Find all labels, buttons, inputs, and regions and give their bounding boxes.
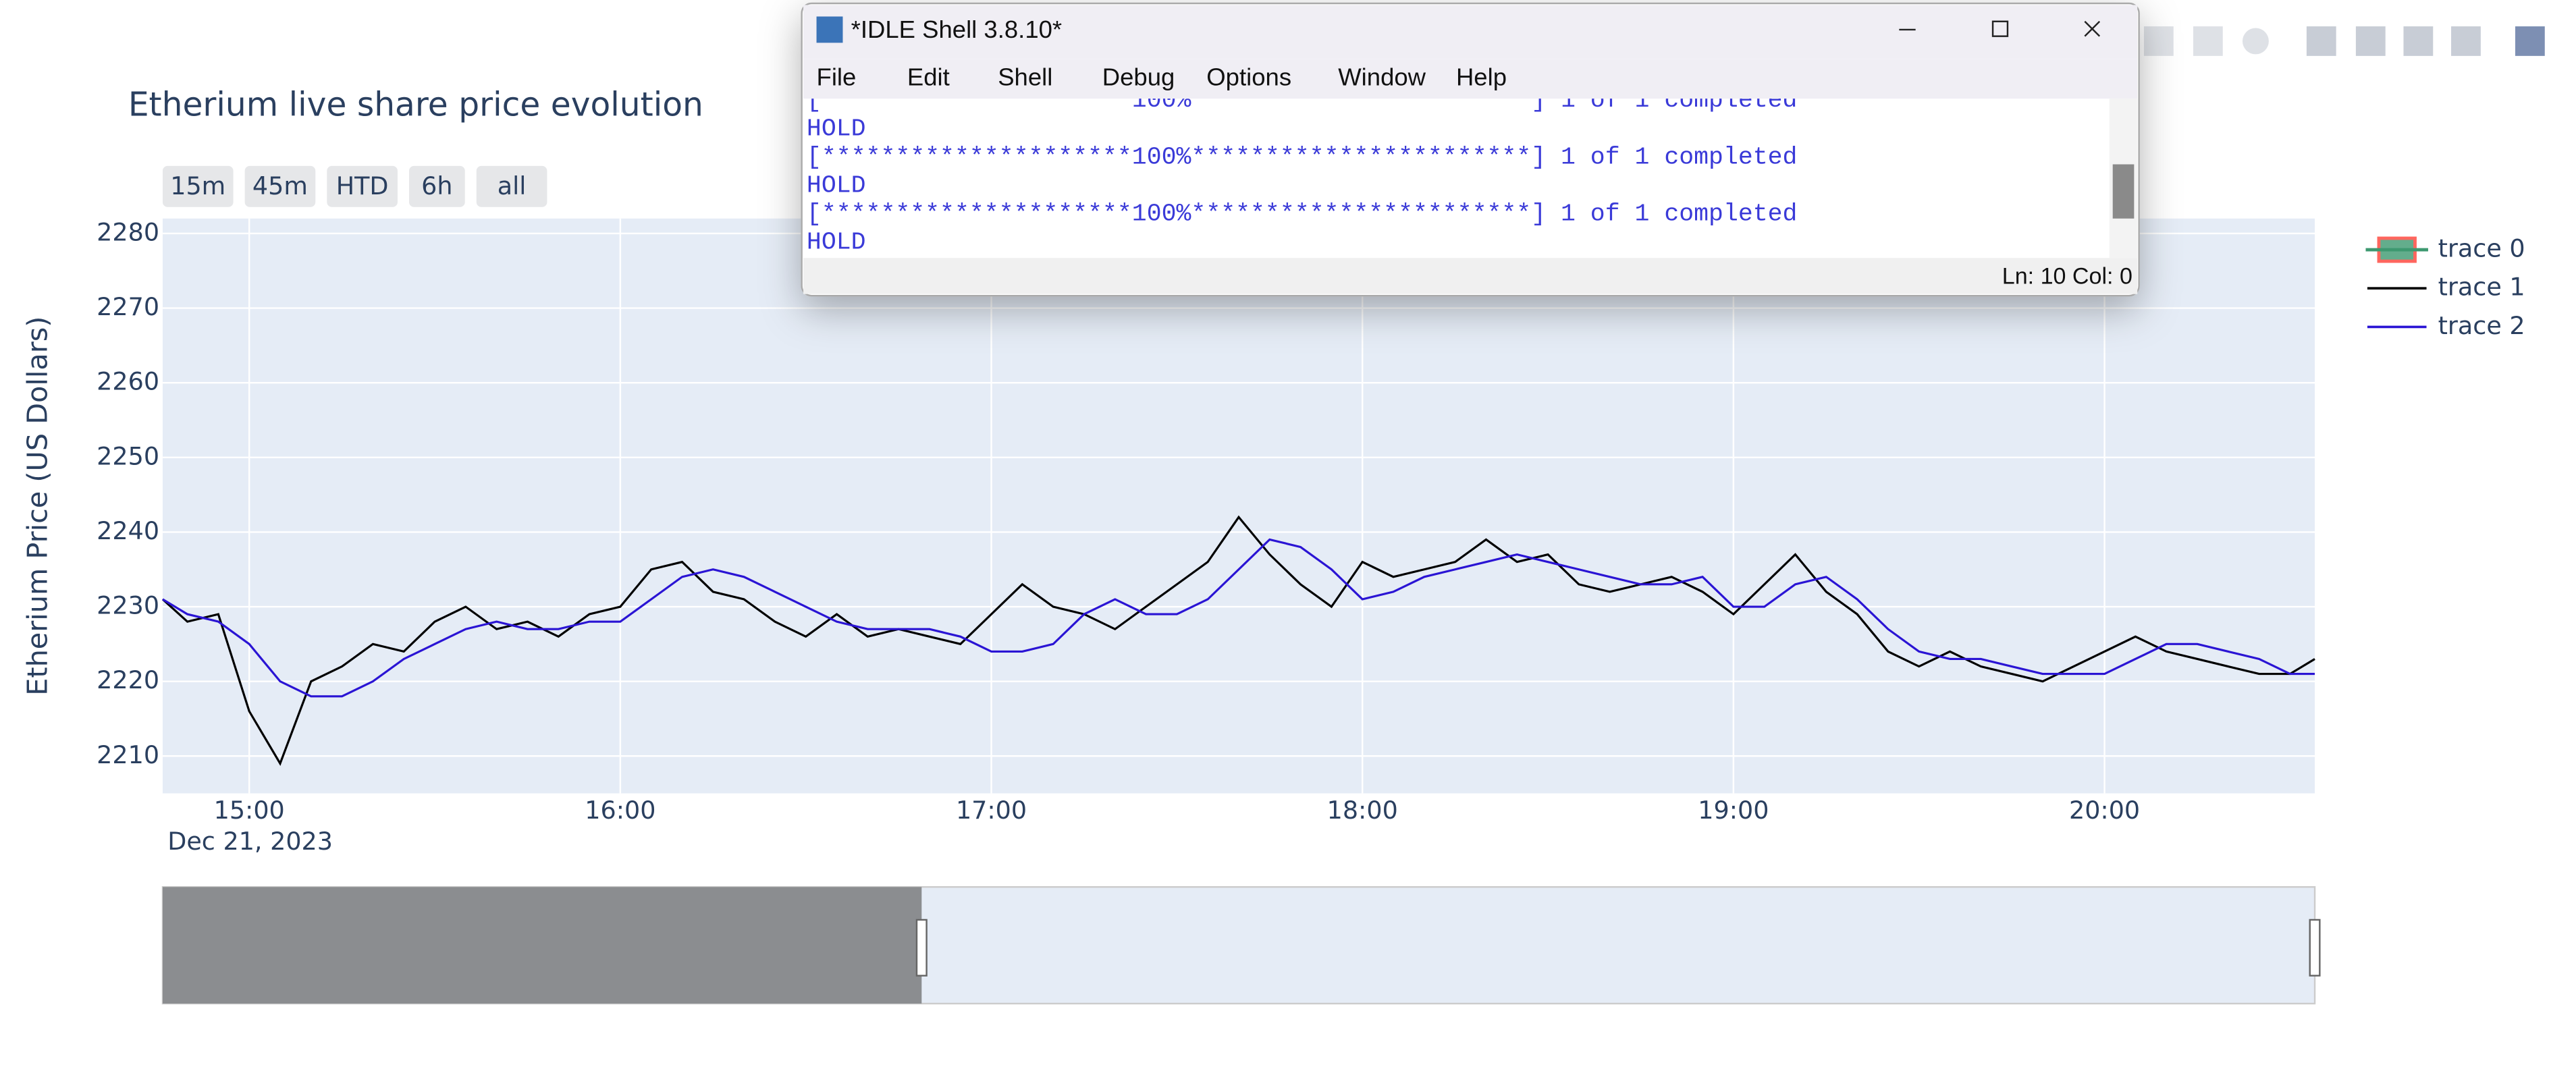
title-bar	[803, 5, 2138, 59]
zoom-out-icon[interactable]	[2355, 26, 2386, 56]
legend-label: trace 0	[2438, 234, 2525, 263]
lasso-icon[interactable]	[2242, 28, 2269, 55]
menu-item[interactable]: Shell	[998, 63, 1052, 91]
y-axis-label: Etherium Price (US Dollars)	[21, 317, 53, 696]
menu-item[interactable]: File	[817, 63, 857, 91]
scroll-thumb[interactable]	[2112, 164, 2135, 219]
shell-line: [*********************100%**************…	[807, 200, 1798, 228]
window-title: *IDLE Shell 3.8.10*	[851, 16, 1062, 43]
shell-line: [*********************100%**************…	[807, 143, 1798, 171]
app-icon	[816, 16, 843, 43]
range-button[interactable]	[244, 165, 316, 207]
x-tick-label: 16:00	[585, 796, 655, 825]
range-button-label: all	[498, 171, 527, 200]
x-tick-label: 15:00	[214, 796, 285, 825]
x-tick-label: 18:00	[1327, 796, 1398, 825]
pan-icon[interactable]	[2143, 26, 2174, 56]
x-tick-label: 17:00	[956, 796, 1027, 825]
range-handle[interactable]	[2309, 918, 2321, 977]
legend-label: trace 1	[2438, 273, 2525, 302]
y-tick-label: 2270	[97, 292, 159, 321]
plotly-logo[interactable]	[2515, 26, 2545, 56]
price-line	[162, 538, 2315, 698]
menu-item[interactable]: Edit	[907, 63, 950, 91]
close-button[interactable]	[2084, 20, 2101, 37]
range-handle[interactable]	[915, 918, 928, 977]
menu-bar	[803, 59, 2138, 99]
range-button-label: HTD	[336, 171, 389, 200]
shell-line: [*********************100%**************…	[807, 86, 1798, 114]
range-button[interactable]	[162, 165, 234, 207]
x-date-label: Dec 21, 2023	[167, 827, 333, 856]
modebar	[2143, 26, 2545, 56]
status-bar	[803, 258, 2138, 294]
menu-item[interactable]: Help	[1456, 63, 1507, 91]
range-button[interactable]	[327, 165, 398, 207]
plot-area	[162, 218, 2315, 794]
idle-window: *IDLE Shell 3.8.10* File Edit Shell Debug Op…	[801, 2, 2140, 297]
menu-item[interactable]: Window	[1338, 63, 1426, 91]
range-button-label: 6h	[421, 171, 452, 200]
shell-line: HOLD	[807, 172, 866, 200]
range-button[interactable]	[408, 165, 465, 207]
menu-item[interactable]: Debug	[1102, 63, 1175, 91]
range-button-label: 45m	[252, 171, 308, 200]
menu-item[interactable]: Options	[1206, 63, 1291, 91]
home-icon[interactable]	[2451, 26, 2481, 56]
select-icon[interactable]	[2193, 26, 2223, 56]
y-tick-label: 2250	[97, 441, 159, 470]
range-slider-mask	[162, 887, 922, 1004]
x-tick-label: 20:00	[2069, 796, 2140, 825]
zoom-in-icon[interactable]	[2306, 26, 2336, 56]
maximize-button[interactable]	[1991, 20, 2009, 37]
y-tick-label: 2210	[97, 740, 159, 769]
status-text: Ln: 10 Col: 0	[2002, 263, 2132, 289]
y-tick-label: 2230	[97, 591, 159, 620]
y-tick-label: 2240	[97, 516, 159, 545]
y-tick-label: 2280	[97, 217, 159, 246]
y-tick-label: 2220	[97, 665, 159, 694]
shell-line: HOLD	[807, 115, 866, 142]
shell-line: HOLD	[807, 229, 866, 256]
y-tick-label: 2260	[97, 367, 159, 396]
price-line	[161, 515, 2315, 766]
range-button-label: 15m	[170, 171, 225, 200]
legend-label: trace 2	[2438, 311, 2525, 340]
range-button[interactable]	[476, 165, 547, 207]
x-tick-label: 19:00	[1698, 796, 1769, 825]
autoscale-icon[interactable]	[2403, 26, 2434, 56]
chart-title: Etherium live share price evolution	[128, 86, 703, 123]
